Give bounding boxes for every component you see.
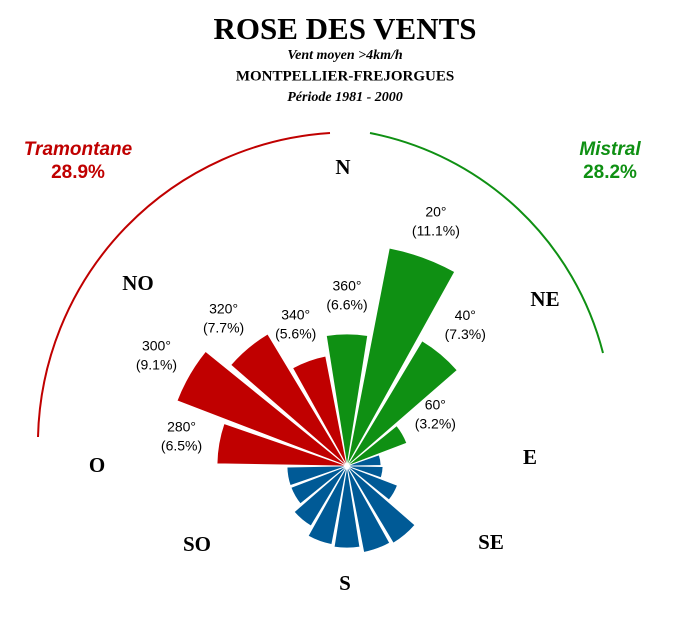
compass-label: O bbox=[89, 453, 105, 477]
value-label: (6.5%) bbox=[161, 438, 202, 454]
sector bbox=[346, 454, 382, 467]
sector bbox=[176, 350, 348, 467]
period: Période 1981 - 2000 bbox=[287, 90, 402, 105]
annotation-share: 28.2% bbox=[583, 162, 637, 183]
direction-label: 60° bbox=[425, 397, 446, 413]
compass-label: NO bbox=[122, 271, 154, 295]
station: MONTPELLIER-FREJORGUES bbox=[236, 68, 454, 84]
sector bbox=[325, 333, 369, 467]
tramontane-arc bbox=[37, 132, 331, 438]
direction-label: 280° bbox=[167, 419, 196, 435]
sector bbox=[293, 465, 348, 527]
sector bbox=[230, 333, 348, 467]
sector bbox=[286, 465, 348, 487]
annotation-share: 28.9% bbox=[51, 162, 105, 183]
mistral-arc bbox=[369, 132, 604, 354]
chart-title: ROSE DES VENTS bbox=[213, 11, 476, 46]
value-label: (6.6%) bbox=[326, 297, 367, 313]
annotation-name: Mistral bbox=[579, 139, 641, 160]
sector bbox=[290, 465, 348, 505]
compass-label: NE bbox=[530, 287, 559, 311]
sector bbox=[346, 465, 391, 553]
direction-label: 20° bbox=[425, 203, 446, 219]
sector bbox=[346, 247, 456, 467]
direction-label: 340° bbox=[281, 307, 310, 323]
value-label: (7.3%) bbox=[445, 326, 486, 342]
compass-label: N bbox=[335, 155, 350, 179]
value-label: (11.1%) bbox=[412, 222, 460, 238]
sector bbox=[346, 340, 458, 467]
value-label: (5.6%) bbox=[275, 326, 316, 342]
direction-label: 360° bbox=[333, 278, 362, 294]
sector bbox=[346, 465, 398, 501]
compass-label: SO bbox=[183, 532, 211, 556]
compass-label: E bbox=[523, 445, 537, 469]
sector bbox=[292, 355, 348, 467]
value-label: (7.7%) bbox=[203, 320, 244, 336]
direction-label: 300° bbox=[142, 338, 171, 354]
subtitle: Vent moyen >4km/h bbox=[287, 48, 403, 63]
value-label: (3.2%) bbox=[415, 416, 456, 432]
sector bbox=[346, 465, 384, 479]
annotation-name: Tramontane bbox=[24, 139, 133, 160]
sector bbox=[216, 423, 348, 467]
sector bbox=[333, 465, 361, 549]
compass-label: SE bbox=[478, 530, 504, 554]
direction-label: 320° bbox=[209, 301, 238, 317]
compass-label: S bbox=[339, 571, 351, 595]
sector bbox=[346, 465, 416, 544]
sector bbox=[346, 425, 408, 467]
value-label: (9.1%) bbox=[136, 357, 177, 373]
sector bbox=[307, 465, 348, 545]
direction-label: 40° bbox=[455, 307, 476, 323]
